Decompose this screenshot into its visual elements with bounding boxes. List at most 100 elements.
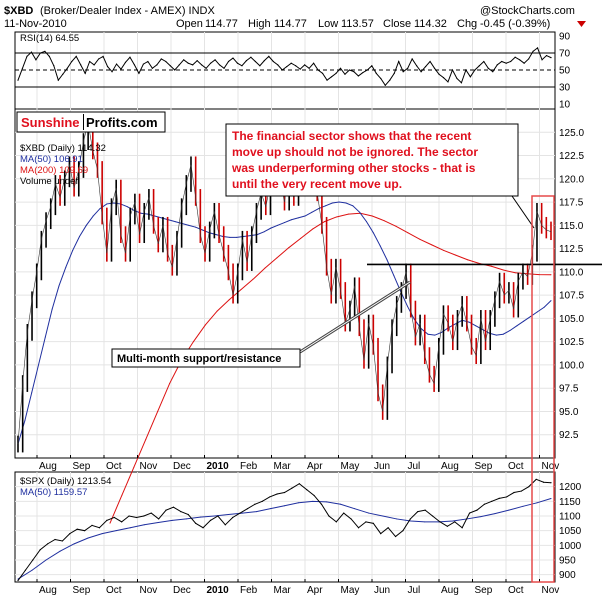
rsi-legend: RSI(14) 64.55 xyxy=(20,33,79,44)
rsi-point xyxy=(313,62,315,64)
ma50-point xyxy=(304,215,306,217)
spx-point xyxy=(84,530,86,532)
price-xtick-label: Mar xyxy=(274,461,292,472)
callout-pointer xyxy=(511,195,535,229)
spx-point xyxy=(187,513,189,516)
rsi-point xyxy=(348,69,351,71)
price-xtick-label: Apr xyxy=(307,461,323,472)
ma50-point xyxy=(65,266,67,268)
rsi-point xyxy=(80,64,82,66)
rsi-point xyxy=(375,72,377,74)
ma50-point xyxy=(51,308,53,310)
ma50-point xyxy=(318,208,320,210)
spx-point xyxy=(335,521,337,523)
price-xtick-label: May xyxy=(341,461,360,472)
spx-point xyxy=(32,559,34,561)
xbd-legend: $XBD (Daily) 114.32 xyxy=(20,143,106,154)
rsi-point xyxy=(53,65,55,67)
rsi-point xyxy=(201,64,203,66)
spx-point xyxy=(520,490,522,492)
ma200-point xyxy=(204,324,206,326)
ma50-point xyxy=(372,232,374,234)
callout-line-4: until the very recent move up. xyxy=(232,177,402,191)
ma50-point xyxy=(72,249,74,251)
ma200-point xyxy=(550,274,552,276)
spx-ma50-point xyxy=(227,514,229,516)
rsi-point xyxy=(308,67,310,69)
spx-panel-frame xyxy=(14,471,556,583)
rsi-point xyxy=(169,65,171,67)
price-xtick-label: Nov xyxy=(542,461,560,472)
ma200-point xyxy=(383,220,385,222)
spx-ma50-point xyxy=(396,518,398,520)
rsi-point xyxy=(254,60,256,63)
rsi-point xyxy=(44,50,46,52)
ma200-point xyxy=(371,215,373,217)
ma50-point xyxy=(284,222,285,224)
spx-point xyxy=(202,527,204,529)
spx-xtick-label: Feb xyxy=(240,585,258,596)
ma200-point xyxy=(169,383,171,385)
rsi-point xyxy=(281,69,283,71)
spx-ma50-point xyxy=(157,521,159,523)
rsi-point xyxy=(102,55,104,58)
spx-point xyxy=(528,486,530,488)
rsi-point xyxy=(21,67,24,69)
spx-ma50-point xyxy=(129,527,131,529)
rsi-point xyxy=(115,63,118,65)
support-label: Multi-month support/resistance xyxy=(117,353,281,365)
logo-part-2: Profits.com xyxy=(86,115,158,130)
rsi-point xyxy=(447,81,449,83)
spx-point xyxy=(61,540,64,542)
price-ytick-label: 105.0 xyxy=(559,314,584,325)
price-ytick-label: 92.5 xyxy=(559,430,579,441)
price-xtick-label: Sep xyxy=(73,461,91,472)
rsi-point xyxy=(424,66,427,68)
spx-ma50-point xyxy=(45,559,47,561)
spx-point xyxy=(454,521,456,523)
ma200-point xyxy=(407,232,409,234)
spx-ma50-point xyxy=(340,503,342,505)
spx-xtick-label: Nov xyxy=(140,585,158,596)
rsi-point xyxy=(505,62,507,64)
ma200-point xyxy=(288,247,290,249)
price-xtick-label: 2010 xyxy=(207,461,230,472)
rsi-point xyxy=(371,65,373,67)
axis-layer: 90 70 50 30 10 92.5 95.0 97.5 100.0 102.5 105.0 107… xyxy=(36,32,584,596)
price-xtick-label: Aug xyxy=(441,461,459,472)
ma50-point xyxy=(92,215,94,217)
spx-point xyxy=(468,512,471,514)
callout-line-2: move up should not be ignored. The secto… xyxy=(232,145,478,159)
rsi-point xyxy=(214,59,216,61)
ma50-point xyxy=(379,245,381,247)
rsi-point xyxy=(321,72,324,74)
spx-point xyxy=(269,496,271,498)
ma200-point xyxy=(145,438,147,440)
rsi-point xyxy=(89,60,91,63)
rsi-point xyxy=(160,58,162,60)
rsi-point xyxy=(295,65,297,67)
rsi-point xyxy=(398,60,400,63)
spx-point xyxy=(113,516,115,519)
rsi-point xyxy=(545,54,548,57)
ma50-point xyxy=(543,306,545,308)
spx-point xyxy=(328,515,330,517)
rsi-point xyxy=(335,72,337,74)
ma50-point xyxy=(325,205,326,207)
rsi-point xyxy=(487,67,489,69)
rsi-point xyxy=(17,79,19,81)
rsi-point xyxy=(519,59,521,61)
ma50-point xyxy=(495,334,497,336)
rsi-line xyxy=(17,47,552,87)
spx-ma50-point xyxy=(143,524,145,526)
rsi-point xyxy=(187,62,189,64)
ma200-point xyxy=(324,221,326,223)
ma50-point xyxy=(85,224,87,226)
spx-point xyxy=(172,506,175,508)
rsi-point xyxy=(39,52,41,54)
ma200-point xyxy=(121,494,123,496)
ma200-point xyxy=(538,274,540,276)
spx-point xyxy=(217,515,219,517)
spx-ytick-label: 1200 xyxy=(559,482,582,493)
spx-point xyxy=(91,524,93,526)
